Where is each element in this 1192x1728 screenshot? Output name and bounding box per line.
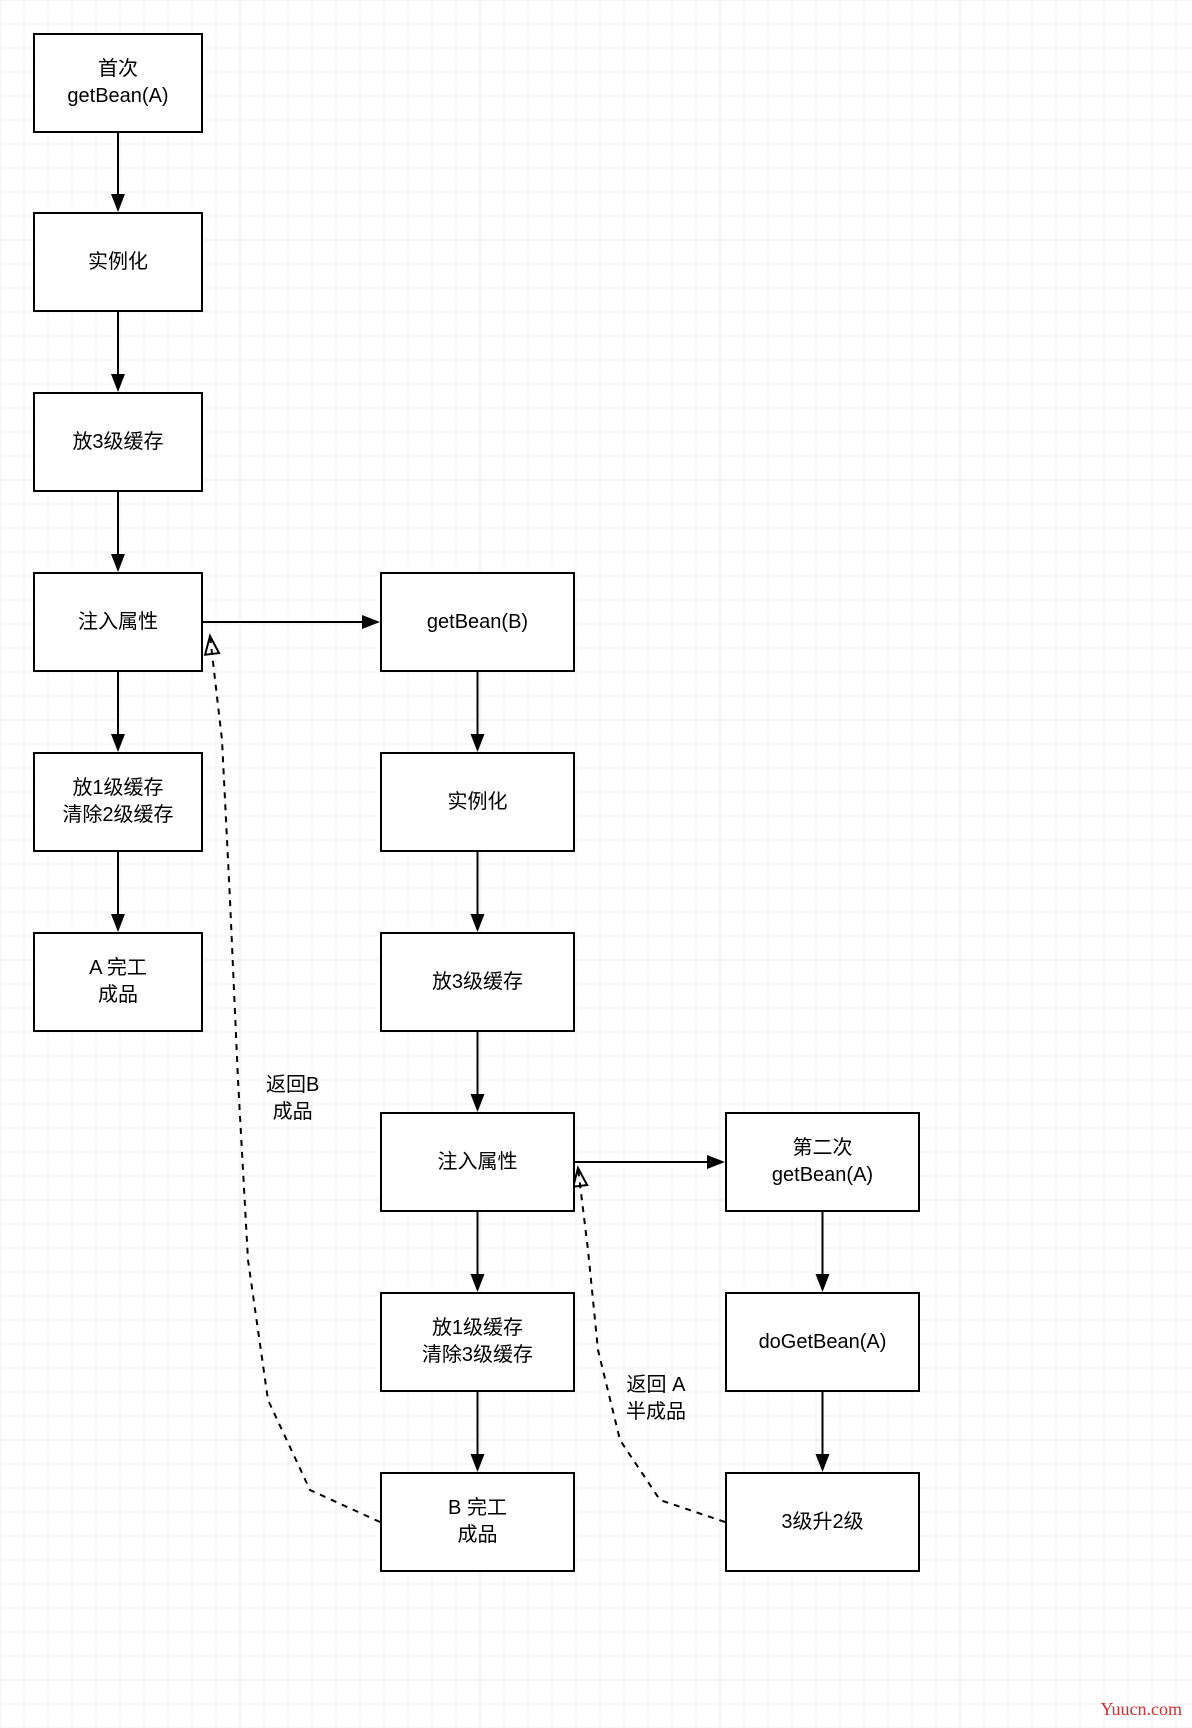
node-a6-a-done: A 完工 成品	[33, 932, 203, 1032]
node-label: doGetBean(A)	[759, 1329, 887, 1356]
node-a5-put-l1-clear-l2: 放1级缓存 清除2级缓存	[33, 752, 203, 852]
node-b1-getbean-b: getBean(B)	[380, 572, 575, 672]
node-label: 注入属性	[438, 1149, 518, 1176]
node-label: 放1级缓存 清除2级缓存	[62, 775, 173, 829]
node-a2-instantiate: 实例化	[33, 212, 203, 312]
node-label: 首次 getBean(A)	[67, 56, 168, 110]
node-label: A 完工 成品	[89, 955, 147, 1009]
node-label: 第二次 getBean(A)	[772, 1135, 873, 1189]
node-label: 实例化	[448, 789, 508, 816]
node-a3-put-l3-cache: 放3级缓存	[33, 392, 203, 492]
node-a4-inject-props: 注入属性	[33, 572, 203, 672]
node-c2-dogetbean-a: doGetBean(A)	[725, 1292, 920, 1392]
node-b5-put-l1-clear-l3: 放1级缓存 清除3级缓存	[380, 1292, 575, 1392]
node-c3-l3-to-l2: 3级升2级	[725, 1472, 920, 1572]
diagram-canvas: 首次 getBean(A) 实例化 放3级缓存 注入属性 放1级缓存 清除2级缓…	[0, 0, 1192, 1728]
watermark: Yuucn.com	[1101, 1699, 1182, 1720]
node-b6-b-done: B 完工 成品	[380, 1472, 575, 1572]
node-label: B 完工 成品	[448, 1495, 507, 1549]
node-b4-inject-props: 注入属性	[380, 1112, 575, 1212]
node-a1-first-getbean-a: 首次 getBean(A)	[33, 33, 203, 133]
node-label: 实例化	[88, 249, 148, 276]
node-b2-instantiate: 实例化	[380, 752, 575, 852]
node-b3-put-l3-cache: 放3级缓存	[380, 932, 575, 1032]
node-label: 3级升2级	[781, 1509, 863, 1536]
node-label: 注入属性	[78, 609, 158, 636]
node-label: 放1级缓存 清除3级缓存	[422, 1315, 533, 1369]
node-label: getBean(B)	[427, 609, 528, 636]
node-label: 放3级缓存	[72, 429, 163, 456]
node-label: 放3级缓存	[432, 969, 523, 996]
node-c1-second-getbean-a: 第二次 getBean(A)	[725, 1112, 920, 1212]
